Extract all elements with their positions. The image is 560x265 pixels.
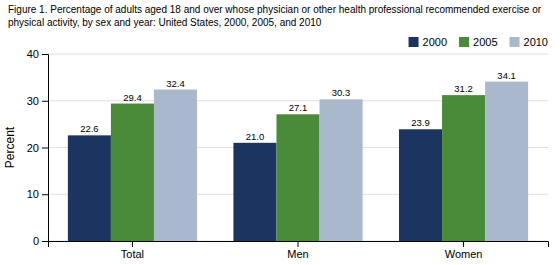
bar (320, 99, 363, 241)
tick-label: 0 (33, 235, 39, 247)
legend-label: 2005 (473, 36, 497, 48)
legend-swatch (409, 37, 419, 47)
background (0, 0, 560, 265)
data-labels: 22.6 21.0 23.9 29.4 27.1 31.2 32.4 30.3 34.1 (80, 70, 516, 142)
tick: Total (121, 241, 144, 260)
tick: 0 (33, 235, 48, 247)
tick: 10 (27, 188, 48, 200)
tick-label: Women (445, 248, 483, 260)
tick-label: 30 (27, 95, 39, 107)
tick-label: Men (287, 248, 308, 260)
title: Figure 1. Percentage of adults aged 18 a… (8, 4, 544, 28)
tick-mark (42, 101, 48, 102)
tick-mark (42, 194, 48, 195)
y-axis: 0 10 20 30 40 (27, 48, 49, 247)
tick-mark (42, 148, 48, 149)
data-label: 29.4 (123, 92, 142, 103)
bar (485, 82, 528, 241)
tick-label: 10 (27, 188, 39, 200)
bar (276, 114, 319, 241)
x-axis: Total Men Women (49, 241, 549, 260)
tick-label: 40 (27, 48, 39, 60)
axis-domain (42, 55, 49, 242)
bars (68, 82, 528, 241)
data-label: 27.1 (289, 102, 308, 113)
legend-item: 2010 (510, 36, 548, 48)
tick: 20 (27, 142, 48, 154)
data-label: 21.0 (246, 131, 265, 142)
tick: Women (445, 241, 483, 260)
tick-label: 20 (27, 142, 39, 154)
grid-line (48, 54, 548, 55)
bar (442, 95, 485, 241)
legend-item: 2005 (459, 36, 497, 48)
tick-mark (298, 241, 299, 247)
legend-swatch (459, 37, 469, 47)
axis-domain (49, 242, 549, 248)
legend: 2000 2005 2010 (409, 36, 548, 48)
plot: 0 10 20 30 40 Total Men Women 22.6 21.0 23.9 29.4 27… (27, 48, 549, 260)
tick-mark (42, 54, 48, 55)
legend-label: 2000 (423, 36, 447, 48)
data-label: 31.2 (454, 83, 473, 94)
tick-label: Total (121, 248, 144, 260)
bar (111, 104, 154, 241)
data-label: 22.6 (80, 123, 99, 134)
data-label: 32.4 (166, 78, 185, 89)
legend-item: 2000 (409, 36, 447, 48)
data-label: 30.3 (332, 87, 351, 98)
data-label: 23.9 (411, 117, 430, 128)
tick-mark (463, 241, 464, 247)
tick: 40 (27, 48, 48, 60)
title-line: Figure 1. Percentage of adults aged 18 a… (8, 4, 544, 15)
y-axis-title: Percent (3, 126, 17, 168)
tick-mark (42, 241, 48, 242)
tick: 30 (27, 95, 48, 107)
bar (233, 143, 276, 241)
data-label: 34.1 (497, 70, 515, 81)
title-line: physical activity, by sex and year: Unit… (8, 17, 322, 28)
chart: Figure 1. Percentage of adults aged 18 a… (0, 0, 560, 265)
bar (154, 90, 197, 241)
bar (68, 135, 111, 241)
tick-mark (132, 241, 133, 247)
legend-swatch (510, 37, 520, 47)
tick: Men (287, 241, 308, 260)
legend-label: 2010 (524, 36, 548, 48)
grid (48, 54, 548, 241)
bar (399, 129, 442, 241)
